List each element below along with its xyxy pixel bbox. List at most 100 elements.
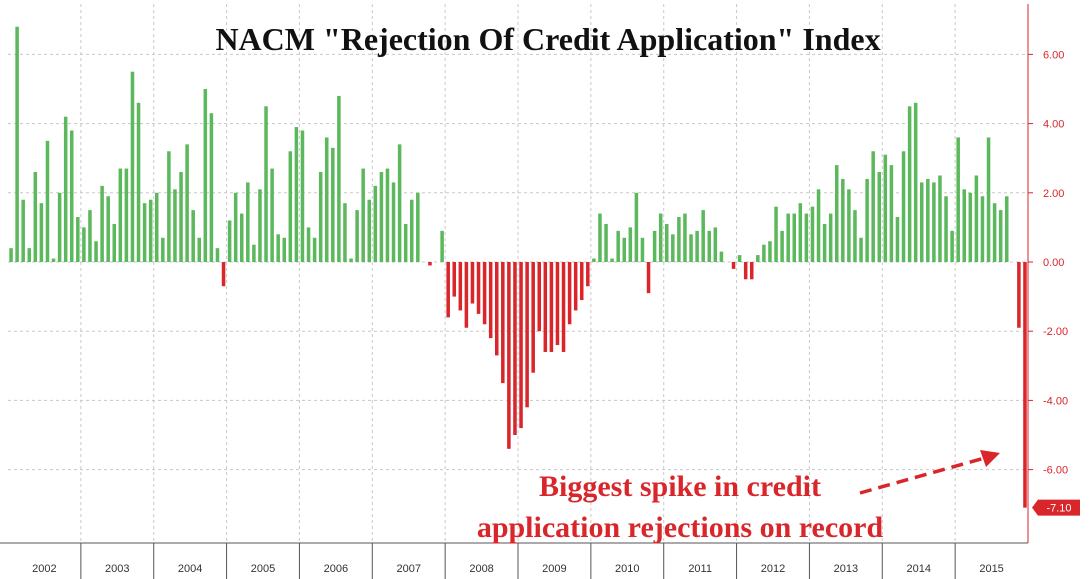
bar (956, 137, 960, 262)
bar (555, 262, 560, 346)
chart-title: NACM "Rejection Of Credit Application" I… (215, 21, 880, 57)
bar (816, 189, 821, 262)
bar (258, 189, 262, 262)
bar (191, 210, 195, 262)
bar (986, 137, 991, 262)
bar (834, 165, 839, 262)
y-tick-label: 0.00 (1043, 257, 1064, 269)
x-tick-label: 2010 (615, 563, 639, 575)
bar (203, 89, 208, 262)
bar (1017, 262, 1021, 328)
bar (652, 230, 657, 262)
annotation: Biggest spike in credit application reje… (477, 450, 1000, 544)
bar (877, 172, 882, 262)
bar (270, 168, 274, 262)
bar (337, 95, 341, 262)
bar (537, 262, 542, 332)
bar (810, 206, 815, 262)
bar (853, 210, 857, 262)
bar (318, 172, 323, 262)
bar (300, 130, 305, 262)
bar (69, 130, 74, 262)
x-tick-label: 2003 (105, 563, 129, 575)
bar (385, 168, 390, 262)
bar (901, 151, 906, 262)
bar (21, 199, 25, 262)
bar (57, 192, 62, 262)
bar (974, 175, 979, 262)
bar (749, 262, 754, 280)
bar (39, 203, 44, 262)
bar (148, 199, 153, 262)
bar (464, 262, 469, 328)
bar (118, 168, 123, 262)
bar (919, 182, 924, 262)
bar (142, 203, 147, 262)
bar (440, 230, 444, 262)
bar (689, 234, 693, 262)
bar (573, 262, 578, 311)
bar (701, 210, 705, 262)
x-tick-label: 2009 (542, 563, 566, 575)
x-tick-label: 2007 (396, 563, 420, 575)
bar (507, 262, 511, 449)
bar (774, 206, 778, 262)
bar (780, 230, 784, 262)
bar (294, 127, 299, 262)
bar (276, 234, 280, 262)
bar (288, 151, 293, 262)
bar (324, 137, 329, 262)
bar (416, 192, 420, 262)
gridlines (8, 4, 1028, 543)
y-tick-label: 4.00 (1043, 119, 1064, 131)
bar (907, 106, 912, 262)
bar (604, 223, 608, 262)
annotation-line-1: Biggest spike in credit (539, 470, 821, 503)
bar (9, 248, 13, 262)
bar (76, 217, 80, 262)
bar (221, 262, 226, 287)
bar (895, 217, 900, 262)
bar (640, 237, 645, 262)
bar (962, 189, 967, 262)
bar (397, 144, 402, 262)
bar (913, 102, 918, 262)
bar (737, 255, 742, 262)
bar (865, 178, 869, 262)
bar (94, 241, 98, 262)
bar (246, 182, 250, 262)
bar (373, 185, 378, 262)
bar (579, 262, 584, 301)
bar (306, 227, 311, 262)
x-tick-label: 2005 (251, 563, 275, 575)
bar (482, 262, 487, 325)
x-tick-label: 2014 (906, 563, 930, 575)
bar (664, 223, 669, 262)
bar (707, 230, 712, 262)
bar (154, 192, 159, 262)
bar (798, 203, 803, 262)
y-tick-label: -2.00 (1043, 326, 1068, 338)
x-tick-label: 2002 (32, 563, 56, 575)
bar (173, 189, 177, 262)
bar (610, 258, 614, 262)
bar (968, 192, 973, 262)
y-tick-label: -4.00 (1043, 395, 1068, 407)
bar (343, 203, 347, 262)
bar (841, 178, 845, 262)
bar (197, 237, 202, 262)
bar (1004, 196, 1009, 262)
bar (944, 196, 948, 262)
bar (792, 213, 797, 262)
bar (403, 223, 408, 262)
bar (743, 262, 748, 280)
annotation-arrow-icon (859, 455, 989, 495)
bar (215, 248, 220, 262)
bar (458, 262, 463, 311)
y-tick-label: 2.00 (1043, 188, 1064, 200)
bar (161, 237, 165, 262)
bar (932, 182, 936, 262)
bar (227, 220, 232, 262)
bar (88, 210, 92, 262)
